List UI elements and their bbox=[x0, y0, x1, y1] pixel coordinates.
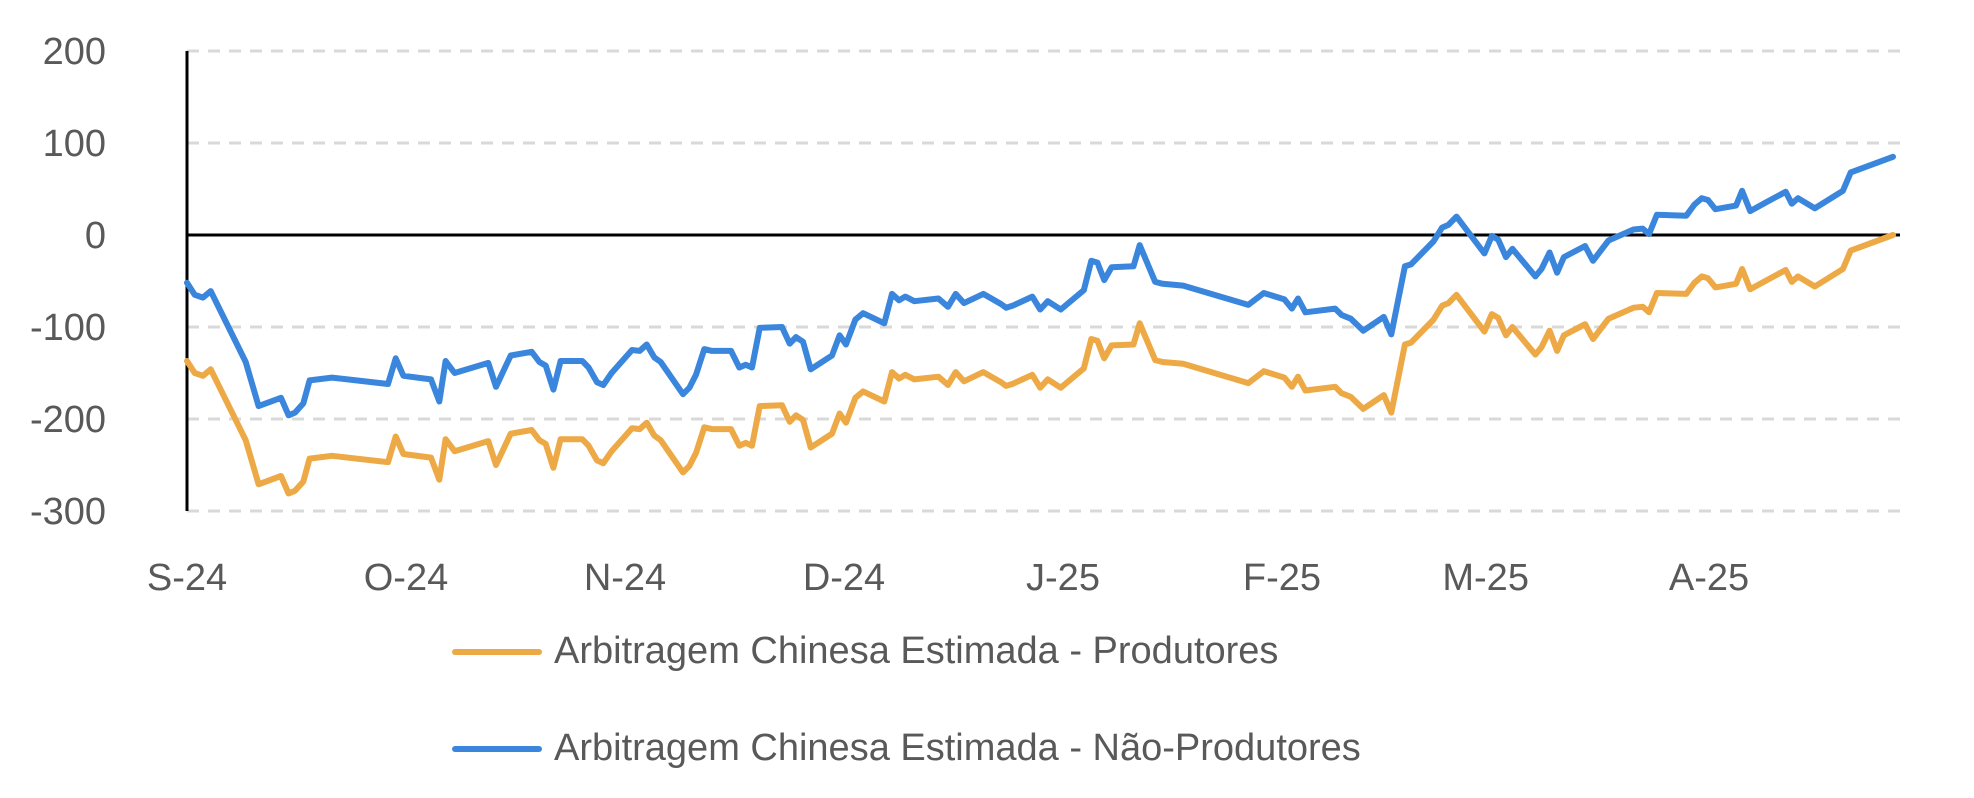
legend-label-produtores: Arbitragem Chinesa Estimada - Produtores bbox=[554, 630, 1279, 672]
legend-swatch-produtores bbox=[452, 648, 542, 655]
series-line-nao-produtores bbox=[184, 153, 1896, 419]
y-axis-tick-labels: 200 100 0 -100 -200 -300 bbox=[30, 31, 106, 533]
series-lines bbox=[184, 153, 1896, 497]
x-tick-label: D-24 bbox=[803, 557, 885, 599]
y-tick-label: 0 bbox=[85, 215, 106, 257]
x-tick-label: A-25 bbox=[1669, 557, 1749, 599]
legend-item-nao-produtores: Arbitragem Chinesa Estimada - Não-Produt… bbox=[452, 727, 1361, 770]
legend-swatch-nao-produtores bbox=[452, 745, 542, 752]
legend-label-nao-produtores: Arbitragem Chinesa Estimada - Não-Produt… bbox=[554, 727, 1361, 769]
x-tick-label: J-25 bbox=[1026, 557, 1100, 599]
x-tick-label: M-25 bbox=[1442, 557, 1529, 599]
y-tick-label: 100 bbox=[43, 123, 106, 165]
y-tick-label: 200 bbox=[43, 31, 106, 73]
y-tick-label: -200 bbox=[30, 399, 106, 441]
y-tick-label: -300 bbox=[30, 491, 106, 533]
x-tick-label: N-24 bbox=[584, 557, 666, 599]
x-axis-tick-labels: S-24 O-24 N-24 D-24 J-25 F-25 M-25 A-25 bbox=[147, 557, 1749, 599]
x-tick-label: O-24 bbox=[364, 557, 448, 599]
x-tick-label: S-24 bbox=[147, 557, 227, 599]
legend-item-produtores: Arbitragem Chinesa Estimada - Produtores bbox=[452, 630, 1278, 673]
series-line-produtores bbox=[184, 232, 1896, 497]
y-tick-label: -100 bbox=[30, 307, 106, 349]
x-tick-label: F-25 bbox=[1243, 557, 1321, 599]
